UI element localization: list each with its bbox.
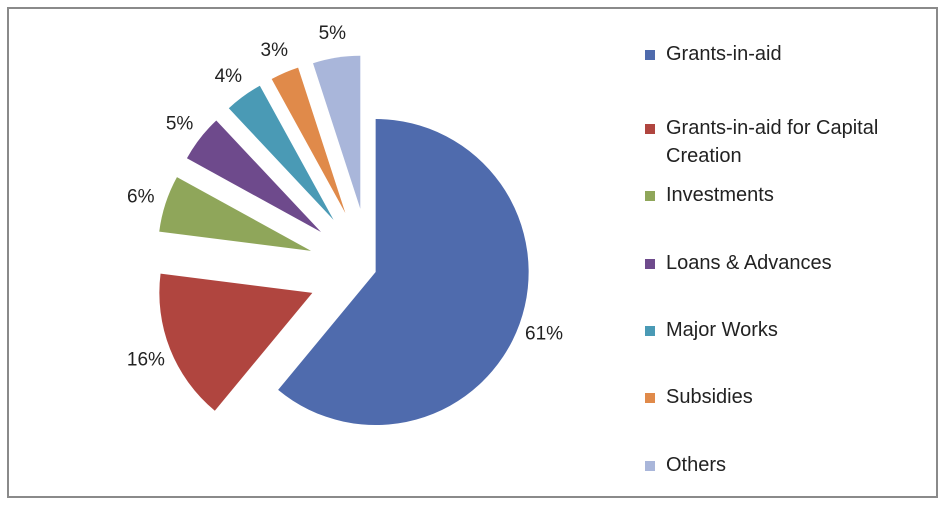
pie-slice-3 (186, 120, 322, 232)
legend-label-1: Grants-in-aid for Capital Creation (666, 117, 879, 167)
legend-label-5: Subsidies (666, 386, 753, 408)
pie-slice-0 (278, 119, 529, 426)
legend-label-0: Grants-in-aid (666, 43, 782, 65)
pie-data-label-5: 3% (261, 40, 289, 61)
pie-data-label-0: 61% (525, 324, 563, 345)
pie-data-label-4: 4% (215, 66, 243, 87)
pie-data-label-1: 16% (127, 350, 165, 371)
legend-label-4: Major Works (666, 319, 778, 341)
pie-data-label-6: 5% (319, 23, 347, 44)
legend-label-2: Investments (666, 184, 774, 206)
legend-swatch-5 (645, 393, 655, 403)
legend-swatch-1 (645, 124, 655, 134)
pie-slice-2 (159, 177, 312, 251)
pie-slice-6 (313, 55, 361, 209)
legend-label-6: Others (666, 454, 727, 476)
pie-slice-1 (159, 273, 313, 411)
legend-swatch-3 (645, 259, 655, 269)
pie-data-label-2: 6% (127, 187, 155, 208)
legend-swatch-0 (645, 50, 655, 60)
pie-data-label-3: 5% (166, 113, 194, 134)
pie-slice-4 (228, 85, 334, 220)
legend-swatch-4 (645, 326, 655, 336)
legend-swatch-2 (645, 191, 655, 201)
pie-slice-5 (271, 67, 346, 214)
legend-swatch-6 (645, 461, 655, 471)
legend-label-3: Loans & Advances (666, 252, 832, 274)
